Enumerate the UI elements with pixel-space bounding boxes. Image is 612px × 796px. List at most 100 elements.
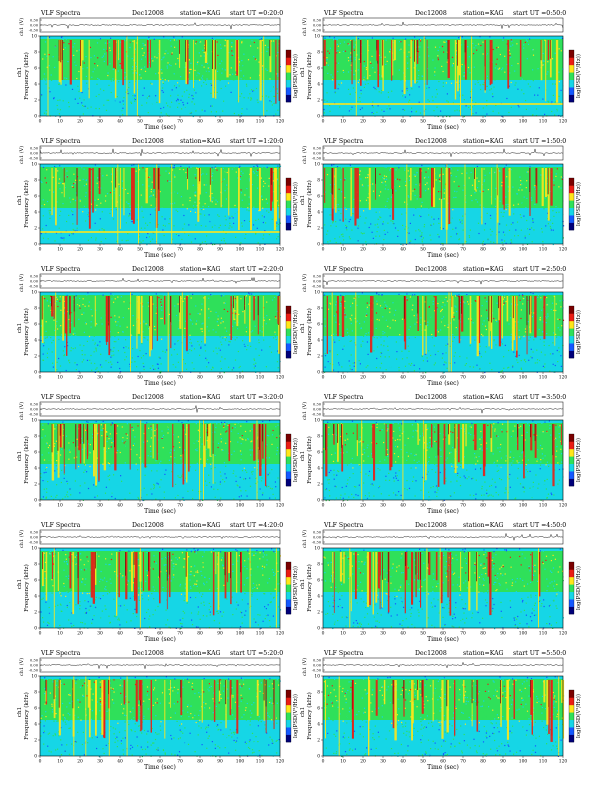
- colorbar-segment: [569, 456, 574, 464]
- x-tick-label: 100: [236, 248, 245, 253]
- start-prefix: start UT =: [230, 266, 263, 273]
- x-tick-label: 80: [197, 760, 203, 765]
- colorbar-segment: [286, 727, 291, 735]
- y-tick-label: 6: [34, 195, 37, 200]
- y-tick-label: 0: [34, 371, 37, 376]
- waveform-tick-label: 0.00: [313, 152, 322, 156]
- y-tick-label: 8: [34, 51, 37, 56]
- colorbar-segment: [286, 577, 291, 585]
- colorbar-label: log(PSD(V²/Hz)): [292, 566, 299, 610]
- x-tick-label: 80: [480, 760, 486, 765]
- colorbar-segment: [286, 720, 291, 728]
- waveform-tick-label: 0.00: [30, 408, 39, 412]
- colorbar-segment: [569, 336, 574, 344]
- x-tick-label: 90: [500, 248, 506, 253]
- y-tick-label: 10: [314, 419, 320, 424]
- ch1-label: ch1: [300, 451, 306, 461]
- x-tick-label: 0: [39, 376, 42, 381]
- x-tick-label: 40: [400, 760, 406, 765]
- y-tick-label: 8: [317, 435, 320, 440]
- waveform-tick-label: 0.00: [313, 408, 322, 412]
- x-tick-label: 90: [500, 760, 506, 765]
- colorbar-segment: [569, 599, 574, 607]
- x-tick-label: 40: [117, 120, 123, 125]
- y-tick-label: 8: [34, 691, 37, 696]
- colorbar-segment: [286, 321, 291, 329]
- x-tick-label: 30: [380, 760, 386, 765]
- y-axis-label: Frequency (kHz): [306, 180, 313, 228]
- colorbar-segment: [286, 464, 291, 472]
- y-tick-label: 0: [34, 499, 37, 504]
- x-tick-label: 110: [256, 504, 265, 509]
- panel-header-station: station=KAG: [180, 138, 221, 145]
- colorbar-segment: [286, 185, 291, 193]
- panel-header-date: Dec12008: [132, 10, 164, 17]
- ch1-volt-label: ch1 (V): [301, 658, 308, 676]
- y-tick-label: 2: [317, 739, 320, 744]
- colorbar-segment: [569, 178, 574, 186]
- x-axis-label: Time (sec): [144, 508, 176, 515]
- colorbar-segment: [286, 697, 291, 705]
- panel-header-product: VLF Spectra: [40, 266, 81, 273]
- ch1-volt-label: ch1 (V): [301, 18, 308, 36]
- colorbar-segment: [569, 313, 574, 321]
- x-tick-label: 70: [177, 120, 183, 125]
- x-tick-label: 50: [137, 376, 143, 381]
- waveform-tick-label: 0.00: [30, 664, 39, 668]
- ch1-volt-label: ch1 (V): [18, 146, 25, 164]
- y-tick-label: 6: [34, 579, 37, 584]
- x-tick-label: 50: [137, 120, 143, 125]
- x-tick-label: 0: [322, 632, 325, 637]
- waveform-tick-label: 0.00: [30, 280, 39, 284]
- x-tick-label: 0: [322, 760, 325, 765]
- y-tick-label: 8: [34, 179, 37, 184]
- x-tick-label: 20: [77, 632, 83, 637]
- x-tick-label: 110: [539, 248, 548, 253]
- spectrogram-image: [40, 292, 281, 373]
- y-tick-label: 2: [34, 355, 37, 360]
- y-tick-label: 2: [317, 227, 320, 232]
- colorbar-segment: [569, 328, 574, 336]
- panel-header-start-ut: start UT =0:20:0: [230, 10, 283, 17]
- x-tick-label: 120: [276, 248, 285, 253]
- x-tick-label: 80: [480, 632, 486, 637]
- x-tick-label: 70: [177, 248, 183, 253]
- y-axis-label: Frequency (kHz): [23, 564, 30, 612]
- x-tick-label: 100: [519, 248, 528, 253]
- colorbar-segment: [569, 697, 574, 705]
- y-axis-label: Frequency (kHz): [306, 52, 313, 100]
- y-tick-label: 0: [317, 115, 320, 120]
- colorbar-segment: [569, 321, 574, 329]
- waveform-tick-label: 0.30: [30, 19, 39, 23]
- x-tick-label: 30: [380, 504, 386, 509]
- x-tick-label: 10: [57, 120, 63, 125]
- x-tick-label: 100: [236, 632, 245, 637]
- x-axis-label: Time (sec): [144, 252, 176, 259]
- panel-header-station: station=KAG: [180, 266, 221, 273]
- x-tick-label: 0: [322, 120, 325, 125]
- start-prefix: start UT =: [513, 138, 546, 145]
- y-tick-label: 0: [34, 755, 37, 760]
- panel-header-station: station=KAG: [180, 10, 221, 17]
- y-tick-label: 8: [317, 51, 320, 56]
- panel-header-product: VLF Spectra: [40, 650, 81, 657]
- y-tick-label: 10: [31, 291, 37, 296]
- colorbar-segment: [286, 456, 291, 464]
- start-prefix: start UT =: [513, 650, 546, 657]
- x-tick-label: 40: [117, 632, 123, 637]
- x-tick-label: 10: [57, 760, 63, 765]
- waveform-tick-label: 0.30: [313, 531, 322, 535]
- waveform-tick-label: 0.00: [313, 664, 322, 668]
- x-tick-label: 70: [460, 248, 466, 253]
- colorbar-segment: [569, 449, 574, 457]
- x-axis-label: Time (sec): [144, 380, 176, 387]
- ch1-label: ch1: [17, 195, 23, 205]
- y-tick-label: 2: [34, 611, 37, 616]
- x-tick-label: 100: [519, 120, 528, 125]
- start-prefix: start UT =: [513, 266, 546, 273]
- colorbar-segment: [286, 712, 291, 720]
